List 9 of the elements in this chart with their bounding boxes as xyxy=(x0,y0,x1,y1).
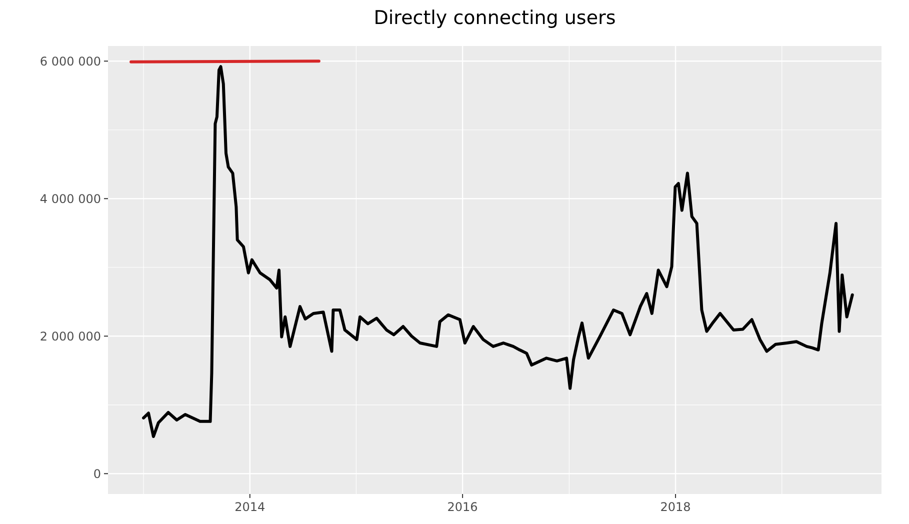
x-tick-label: 2018 xyxy=(660,500,691,514)
line-series xyxy=(142,65,854,438)
y-tick-label: 6 000 000 xyxy=(40,54,101,68)
y-tick-label: 0 xyxy=(93,466,101,481)
chart-title: Directly connecting users xyxy=(374,7,616,29)
x-tick-label: 2014 xyxy=(234,500,266,514)
y-tick-label: 4 000 000 xyxy=(40,192,101,206)
x-tick-label: 2016 xyxy=(447,500,478,514)
y-tick-label: 2 000 000 xyxy=(40,329,101,344)
